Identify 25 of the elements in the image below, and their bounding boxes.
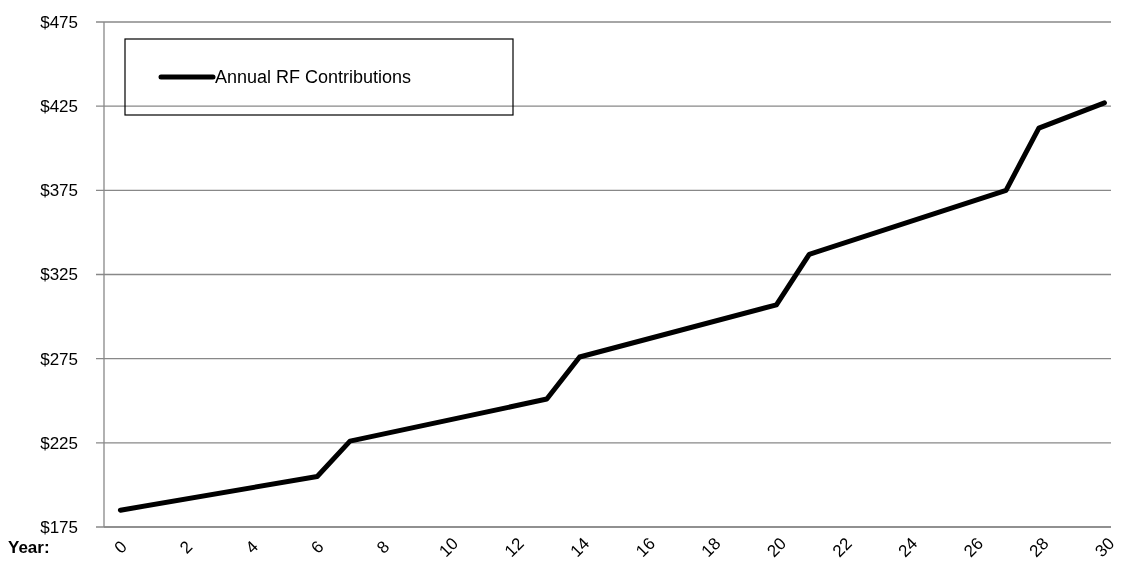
x-tick-label: 2 bbox=[176, 537, 197, 558]
legend-label: Annual RF Contributions bbox=[215, 67, 412, 88]
x-tick-label: 28 bbox=[1025, 533, 1053, 561]
y-tick-label: $175 bbox=[40, 517, 78, 537]
x-tick-label: 10 bbox=[435, 533, 463, 561]
x-tick-label: 24 bbox=[894, 533, 922, 561]
y-tick-label: $275 bbox=[40, 349, 78, 369]
x-tick-label: 20 bbox=[763, 533, 791, 561]
x-tick-label: 16 bbox=[632, 533, 659, 561]
y-tick-label: $225 bbox=[40, 433, 78, 453]
x-tick-label: 6 bbox=[307, 537, 328, 558]
x-tick-label: 12 bbox=[500, 533, 528, 561]
x-tick-label: 0 bbox=[110, 537, 131, 558]
x-tick-label: 4 bbox=[241, 537, 262, 558]
y-tick-label: $325 bbox=[40, 265, 78, 285]
x-tick-label: 22 bbox=[828, 533, 856, 561]
y-tick-label: $475 bbox=[40, 12, 78, 32]
y-tick-label: $425 bbox=[40, 97, 78, 117]
x-tick-label: 14 bbox=[566, 533, 594, 561]
x-axis-title: Year: bbox=[8, 537, 50, 557]
x-tick-label: 26 bbox=[960, 533, 987, 561]
y-tick-label: $375 bbox=[40, 181, 78, 201]
x-tick-label: 18 bbox=[697, 533, 725, 561]
x-tick-label: 30 bbox=[1091, 533, 1119, 561]
x-tick-label: 8 bbox=[373, 537, 394, 558]
